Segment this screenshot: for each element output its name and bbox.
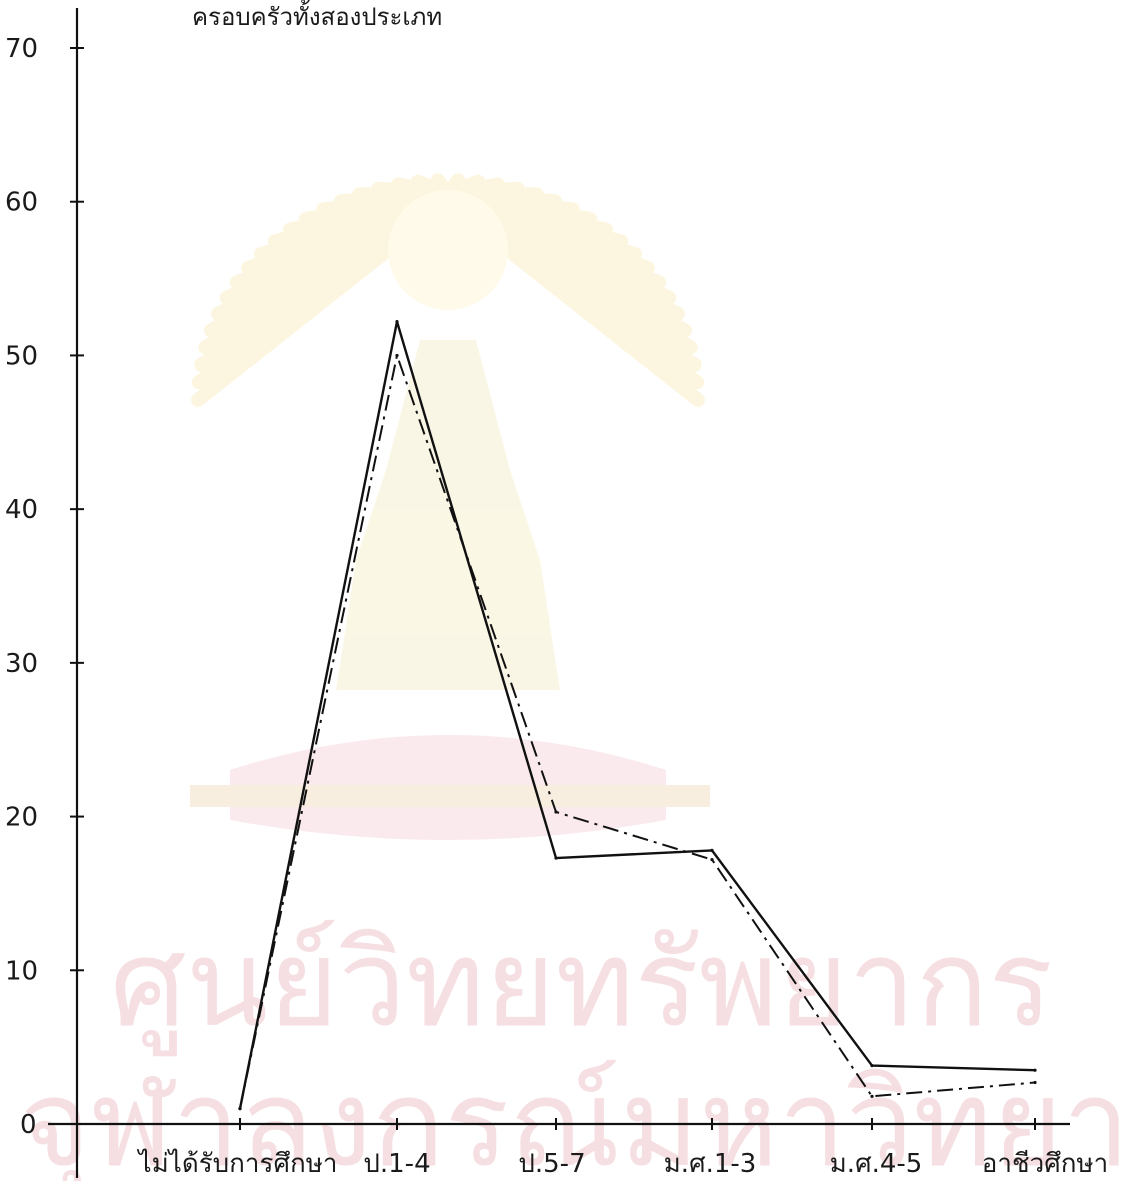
x-category-label: ม.ศ.4-5 [830, 1149, 923, 1179]
watermark-line-1: ศูนย์วิทยทรัพยากร [110, 915, 1053, 1056]
chart-title: ครอบครัวทั้งสองประเภท [192, 0, 442, 31]
x-category-label: อาชีวศึกษา [982, 1149, 1108, 1179]
y-tick-label: 30 [5, 649, 38, 679]
y-tick-label: 70 [5, 34, 38, 64]
series-2-point-5 [870, 1095, 873, 1098]
y-tick-label: 50 [5, 341, 38, 371]
y-axis-ticks: 0 10 20 30 40 50 60 70 [5, 34, 84, 1140]
series-2-point-3 [554, 810, 557, 813]
x-category-label: ไม่ได้รับการศึกษา [137, 1148, 338, 1179]
y-tick-label: 0 [20, 1110, 37, 1140]
series-2-point-1 [238, 1107, 241, 1110]
x-category-label: ม.ศ.1-3 [664, 1149, 757, 1179]
y-tick-label: 10 [5, 956, 38, 986]
series-2-point-2 [395, 354, 398, 357]
y-tick-label: 20 [5, 803, 38, 833]
y-tick-label: 40 [5, 495, 38, 525]
series-1-point-6 [1033, 1069, 1036, 1072]
series-1-point-5 [870, 1064, 873, 1067]
series-2-point-6 [1033, 1081, 1036, 1084]
series-2-point-4 [710, 858, 713, 861]
x-category-label: ป.5-7 [518, 1149, 585, 1179]
y-tick-label: 60 [5, 188, 38, 218]
series-1-point-2 [395, 320, 398, 323]
series-1-point-3 [554, 856, 557, 859]
x-category-label: ป.1-4 [363, 1149, 430, 1179]
series-1-point-4 [710, 849, 713, 852]
